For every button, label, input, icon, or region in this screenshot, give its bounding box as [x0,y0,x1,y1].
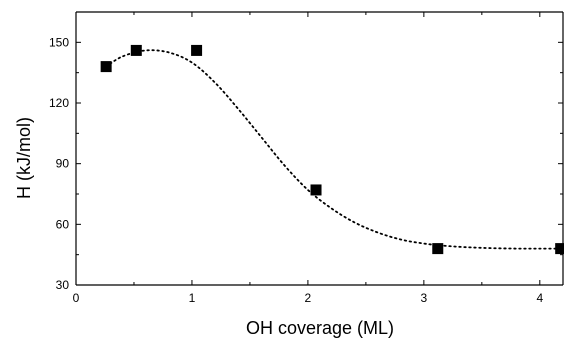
fit-curve [105,49,564,250]
y-tick-label: 90 [56,157,70,171]
x-tick-label: 2 [305,291,312,305]
data-point [130,44,142,56]
x-tick-label: 4 [536,291,543,305]
plot-frame [75,11,564,286]
x-axis-ticks: 0 1 2 3 4 [73,12,543,305]
data-point [555,243,564,255]
y-axis-ticks: 30 60 90 120 150 [49,35,563,292]
x-tick-label: 3 [421,291,428,305]
y-tick-label: 60 [56,217,70,231]
x-axis-title: OH coverage (ML) [246,318,394,338]
data-point [100,61,112,73]
y-tick-label: 120 [49,96,69,110]
x-tick-label: 1 [189,291,196,305]
y-tick-label: 30 [56,278,70,292]
data-points [100,44,564,255]
data-point [310,184,322,196]
y-tick-label: 150 [49,35,69,49]
x-tick-label: 0 [73,291,80,305]
data-point [432,243,444,255]
data-point [191,44,203,56]
y-axis-title: H (kJ/mol) [14,117,34,199]
